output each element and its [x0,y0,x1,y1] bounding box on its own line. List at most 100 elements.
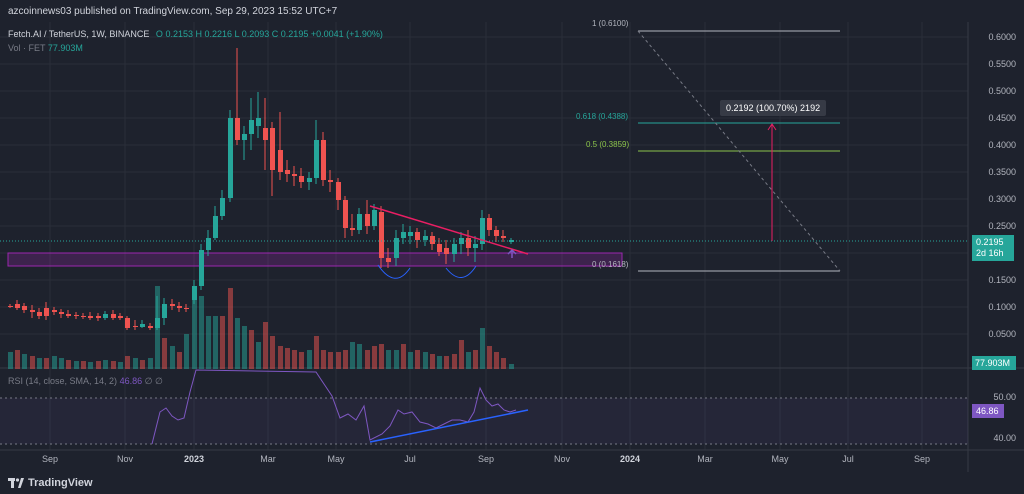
candle-body [30,310,35,312]
volume-bar [96,361,101,369]
volume-bar [459,340,464,369]
price-tick: 0.2500 [988,221,1016,231]
candle-body [328,180,333,182]
volume-bar [473,350,478,369]
tradingview-logo-icon[interactable] [8,478,24,488]
volume-bar [270,336,275,369]
symbol-title[interactable]: Fetch.AI / TetherUS, 1W, BINANCE [8,29,150,39]
price-tick: 0.6000 [988,32,1016,42]
footer-bar: TradingView [0,472,1024,494]
rsi-extra: ∅ ∅ [144,376,163,386]
candle-body [103,314,108,318]
time-tick: Nov [116,454,134,464]
volume-bar [125,356,130,369]
price-tick: 0.1500 [988,275,1016,285]
volume-bar [336,352,341,369]
volume-value: 77.903M [47,43,83,53]
time-tick: Sep [41,454,59,464]
volume-bar [103,360,108,369]
volume-bar [66,360,71,369]
volume-bar [343,350,348,369]
candle-body [278,150,283,172]
candle-body [44,308,49,316]
volume-bar [292,350,297,369]
ohlc-o-value: 0.2153 [165,29,193,39]
volume-bar [111,361,116,369]
candle-body [336,182,341,200]
volume-bar [170,346,175,369]
time-tick: 2023 [183,454,205,464]
volume-bar [155,286,160,369]
candle-body [408,232,413,236]
candle-body [480,218,485,244]
candle-body [430,236,435,244]
bar-countdown: 2d 16h [976,248,1004,258]
volume-bar [365,350,370,369]
rsi-label[interactable]: RSI (14, close, SMA, 14, 2) [8,376,118,386]
footer-brand[interactable]: TradingView [28,477,93,489]
candle-body [394,238,399,258]
publisher-bar: azcoinnews03 published on TradingView.co… [0,0,1024,22]
volume-bar [256,342,261,369]
candle-body [148,326,153,328]
price-tick: 0.1000 [988,302,1016,312]
volume-bar [487,346,492,369]
time-tick: Mar [697,454,713,464]
candle-body [8,306,13,307]
volume-bar [314,336,319,369]
candle-body [66,314,71,316]
candle-body [206,238,211,250]
candle-body [118,316,123,318]
volume-bar [372,346,377,369]
fib-level-0618-label: 0.618 (0.4388) [576,112,629,121]
volume-bar [415,350,420,369]
chart-canvas[interactable] [0,22,1024,472]
arrow-up-icon [507,248,517,258]
fib-level-1-label: 1 (0.6100) [592,19,629,28]
volume-bar [242,326,247,369]
candle-body [81,316,86,317]
candle-body [459,238,464,244]
rsi-tick: 40.00 [993,433,1016,443]
candle-body [15,304,20,308]
candle-body [162,304,167,318]
volume-bar [88,362,93,369]
price-tick: 0.4000 [988,140,1016,150]
volume-bar [59,358,64,369]
time-tick: 2024 [619,454,641,464]
candle-body [235,118,240,140]
volume-bar [235,318,240,369]
ohlc-o-label: O [155,29,163,39]
volume-bar [52,356,57,369]
candle-body [415,232,420,240]
volume-bar [192,300,197,369]
volume-bar [430,354,435,369]
time-tick: May [771,454,789,464]
time-tick: Nov [553,454,571,464]
candle-body [256,118,261,126]
volume-bar [444,356,449,369]
time-tick: May [327,454,345,464]
volume-label[interactable]: Vol · FET [8,43,46,53]
rsi-trendline [369,409,529,443]
candle-body [213,216,218,238]
candle-body [357,214,362,230]
volume-bar [213,316,218,369]
volume-bar [278,346,283,369]
volume-bar [299,352,304,369]
candle-body [22,306,27,310]
volume-bar [30,356,35,369]
rsi-badge: 46.86 [972,404,1004,418]
volume-bar [494,352,499,369]
volume-bar [22,354,27,369]
candle-body [228,118,233,198]
volume-bar [8,352,13,369]
volume-bar [423,352,428,369]
bottom-curve [377,264,411,279]
volume-bar [184,334,189,369]
price-chart[interactable] [0,22,1024,472]
volume-bar [357,344,362,369]
candle-body [437,244,442,252]
publisher-text: azcoinnews03 published on TradingView.co… [8,5,338,17]
volume-bar [321,350,326,369]
